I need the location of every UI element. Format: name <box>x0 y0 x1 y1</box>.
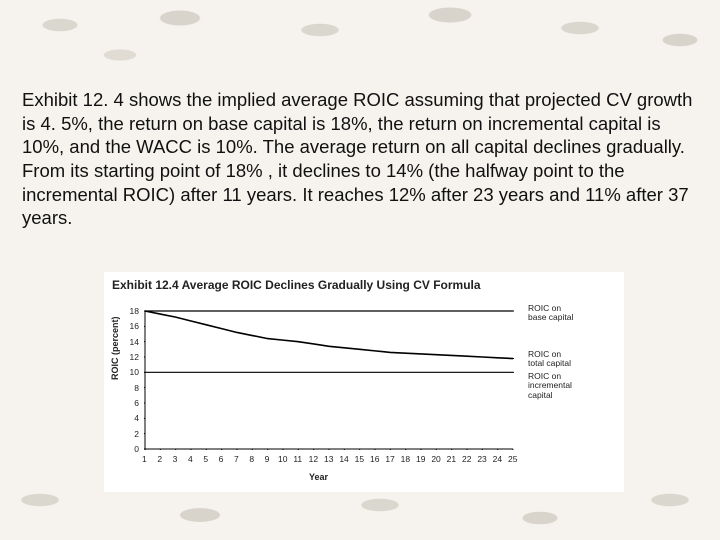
series-label: ROIC onbase capital <box>528 304 618 323</box>
x-tick-label: 3 <box>173 454 178 464</box>
y-tick-label: 4 <box>134 413 139 423</box>
x-tick-label: 19 <box>416 454 425 464</box>
y-tick-label: 2 <box>134 429 139 439</box>
x-tick-label: 10 <box>278 454 287 464</box>
x-tick-label: 16 <box>370 454 379 464</box>
x-tick-label: 21 <box>447 454 456 464</box>
y-tick-label: 0 <box>134 444 139 454</box>
x-tick-label: 24 <box>493 454 502 464</box>
x-tick-label: 22 <box>462 454 471 464</box>
series-label: ROIC onincrementalcapital <box>528 372 618 400</box>
y-tick-label: 14 <box>130 337 139 347</box>
x-tick-label: 18 <box>401 454 410 464</box>
x-tick-label: 6 <box>219 454 224 464</box>
series-roic-on-total-capital <box>145 311 513 359</box>
x-tick-label: 17 <box>385 454 394 464</box>
x-tick-label: 15 <box>355 454 364 464</box>
x-tick-label: 25 <box>508 454 517 464</box>
chart-y-axis-label: ROIC (percent) <box>110 316 120 380</box>
body-paragraph: Exhibit 12. 4 shows the implied average … <box>22 88 698 230</box>
chart-container: Exhibit 12.4 Average ROIC Declines Gradu… <box>104 272 624 492</box>
y-tick-label: 18 <box>130 306 139 316</box>
series-label: ROIC ontotal capital <box>528 350 618 369</box>
chart-plot-area <box>144 310 514 450</box>
y-tick-label: 16 <box>130 321 139 331</box>
x-tick-label: 7 <box>234 454 239 464</box>
x-tick-label: 20 <box>431 454 440 464</box>
x-tick-label: 11 <box>293 454 302 464</box>
x-tick-label: 8 <box>249 454 254 464</box>
chart-x-axis-label: Year <box>309 472 328 482</box>
x-tick-label: 1 <box>142 454 147 464</box>
x-tick-label: 4 <box>188 454 193 464</box>
y-tick-label: 6 <box>134 398 139 408</box>
x-tick-label: 12 <box>309 454 318 464</box>
x-tick-label: 13 <box>324 454 333 464</box>
x-tick-label: 9 <box>265 454 270 464</box>
chart-svg <box>144 310 514 450</box>
chart-title: Exhibit 12.4 Average ROIC Declines Gradu… <box>104 272 624 294</box>
y-tick-label: 8 <box>134 383 139 393</box>
y-tick-label: 12 <box>130 352 139 362</box>
x-tick-label: 2 <box>157 454 162 464</box>
x-tick-label: 5 <box>203 454 208 464</box>
x-tick-label: 23 <box>477 454 486 464</box>
y-tick-label: 10 <box>130 367 139 377</box>
x-tick-label: 14 <box>339 454 348 464</box>
